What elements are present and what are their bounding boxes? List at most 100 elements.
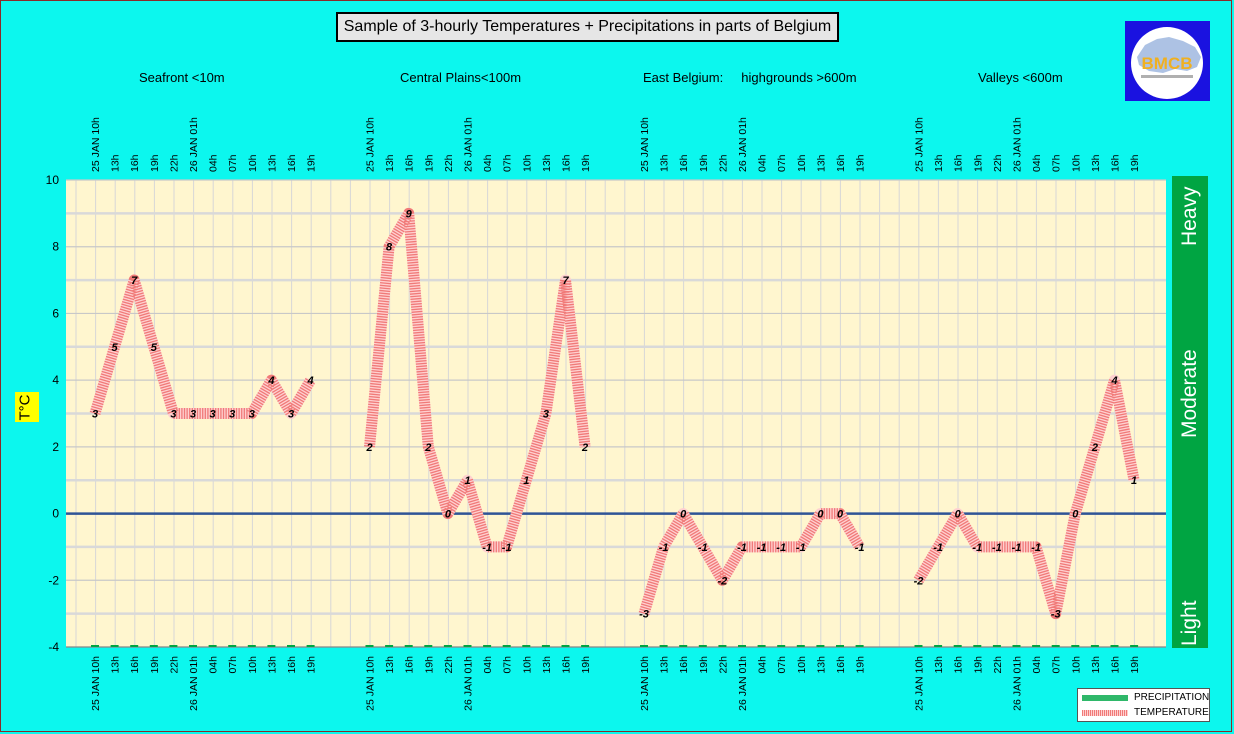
data-label: 5 [151,342,158,354]
x-tick-label-top: 26 JAN 01h [737,117,749,172]
x-tick-label-top: 07h [776,154,788,172]
precipitation-bar [1090,645,1099,647]
x-tick-label-bottom: 26 JAN 01h [463,656,475,711]
x-tick-label-top: 16h [835,154,847,172]
bmcb-logo-mark: BMCB [1131,27,1203,99]
x-tick-label-top: 25 JAN 10h [365,117,377,172]
x-tick-label-bottom: 19h [423,656,435,674]
x-tick-label-top: 25 JAN 10h [90,117,102,172]
x-tick-label-bottom: 13h [266,656,278,674]
x-tick-label-bottom: 22h [443,656,455,674]
x-tick-label-bottom: 04h [757,656,769,674]
precipitation-bar [149,645,158,647]
x-tick-label-bottom: 19h [306,656,318,674]
x-tick-label-bottom: 19h [149,656,161,674]
precipitation-bar [483,645,492,647]
precipitation-bar [189,645,197,647]
temperature-line [89,274,316,419]
x-tick-label-bottom: 04h [208,656,220,674]
precipitation-bar [502,645,511,647]
data-label: -1 [482,542,492,554]
y-tick-label: -2 [48,573,59,587]
x-tick-label-bottom: 19h [1129,656,1141,674]
data-label: 5 [112,342,119,354]
x-tick-label-bottom: 16h [129,656,141,674]
data-label: 2 [424,442,431,454]
precipitation-bar [228,645,237,647]
x-tick-label-bottom: 26 JAN 01h [1012,656,1024,711]
data-label: 0 [817,509,824,521]
precipitation-bar [992,645,1001,647]
x-tick-label-bottom: 25 JAN 10h [639,656,651,711]
region-label-east-belgium: East Belgium: highgrounds >600m [643,70,857,85]
x-tick-label-top: 10h [1070,154,1082,172]
data-label: -1 [1031,542,1041,554]
precipitation-bar [836,645,844,647]
data-label: -1 [1012,542,1022,554]
x-tick-label-bottom: 25 JAN 10h [914,656,926,711]
x-tick-label-top: 19h [149,154,161,172]
region-label-seafront: Seafront <10m [139,70,225,85]
data-label: 4 [307,375,314,387]
data-label: -2 [914,575,924,587]
precipitation-bar [91,645,99,647]
x-tick-label-bottom: 25 JAN 10h [365,656,377,711]
x-tick-label-bottom: 13h [110,656,122,674]
data-label: -1 [972,542,982,554]
data-label: 7 [131,275,138,287]
x-tick-label-bottom: 13h [1090,656,1102,674]
x-tick-label-top: 16h [129,154,141,172]
x-tick-label-bottom: 13h [541,656,553,674]
y-tick-label: -4 [48,640,59,654]
precipitation-bar [640,645,648,647]
data-label: 2 [581,442,588,454]
x-tick-label-top: 26 JAN 01h [188,117,200,172]
x-tick-label-top: 16h [404,154,416,172]
precipitation-bar [1130,645,1139,647]
data-label: 2 [365,442,372,454]
x-tick-label-top: 07h [1051,154,1063,172]
data-label: 3 [92,409,98,421]
legend-label-temperature: TEMPERATURE [1134,707,1209,718]
data-label: 4 [267,375,274,387]
x-tick-label-top: 16h [953,154,965,172]
precipitation-scale [1172,176,1208,648]
precipitation-bar [581,645,590,647]
x-tick-label-bottom: 26 JAN 01h [188,656,200,711]
data-label: -1 [502,542,512,554]
data-label: 1 [464,475,470,487]
data-label: 3 [543,409,549,421]
precipitation-bar [816,645,825,647]
x-tick-label-top: 04h [757,154,769,172]
x-tick-label-bottom: 07h [227,656,239,674]
data-label: -1 [757,542,767,554]
data-label: -1 [933,542,943,554]
x-tick-label-bottom: 16h [561,656,573,674]
x-tick-label-top: 19h [972,154,984,172]
precipitation-bar [698,645,707,647]
x-tick-label-top: 16h [561,154,573,172]
x-tick-label-top: 10h [796,154,808,172]
precipitation-bar [659,645,668,647]
data-label: -1 [737,542,747,554]
x-tick-label-bottom: 26 JAN 01h [737,656,749,711]
data-label: 9 [406,208,413,220]
temperature-line [913,374,1140,620]
x-tick-label-top: 13h [1090,154,1102,172]
precipitation-bar [973,645,982,647]
precipitation-bar [443,645,452,647]
data-label: 0 [680,509,687,521]
data-label: 7 [562,275,569,287]
precipitation-bar [404,645,413,647]
x-tick-label-top: 10h [521,154,533,172]
y-tick-label: 4 [52,373,59,387]
x-tick-label-top: 16h [678,154,690,172]
logo-text: BMCB [1142,54,1193,73]
data-label: 3 [288,409,294,421]
x-tick-label-bottom: 19h [580,656,592,674]
x-tick-label-bottom: 04h [482,656,494,674]
data-label: 1 [523,475,529,487]
data-label: -2 [718,575,728,587]
